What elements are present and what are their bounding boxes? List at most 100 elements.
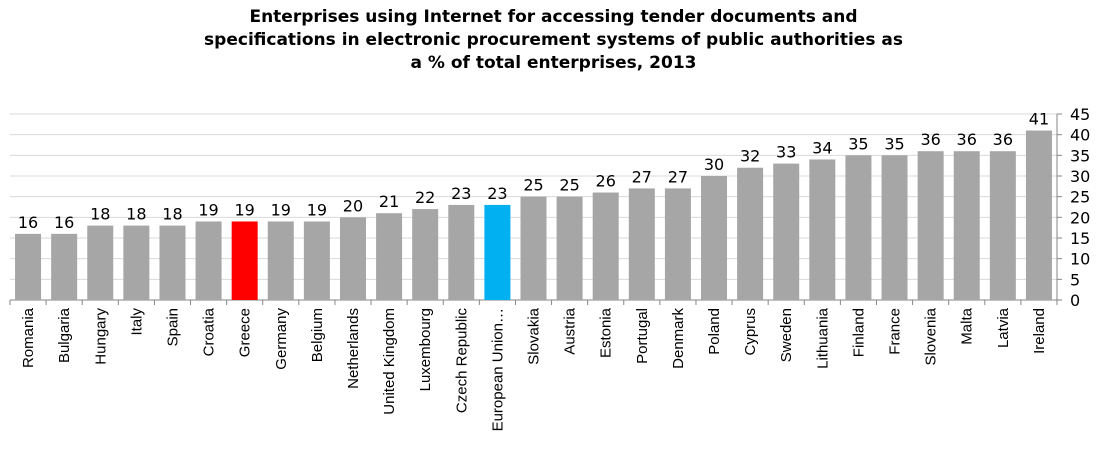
x-tick-label: Slovenia — [923, 307, 940, 365]
y-tick-label: 0 — [1070, 291, 1080, 310]
bar — [267, 221, 294, 300]
x-tick-label: Sweden — [778, 308, 795, 362]
bar — [195, 221, 222, 300]
bar — [989, 151, 1016, 300]
x-tick-label: France — [887, 308, 904, 355]
data-label: 27 — [632, 167, 652, 186]
bar — [953, 151, 980, 300]
y-tick-label: 5 — [1070, 270, 1080, 289]
chart-title-line-2: specifications in electronic procurement… — [204, 30, 903, 50]
bar — [917, 151, 944, 300]
x-tick-label: Portugal — [634, 308, 651, 364]
x-tick-label: Croatia — [201, 307, 218, 356]
chart-title-line-1: Enterprises using Internet for accessing… — [249, 7, 858, 27]
chart-title-line-3: a % of total enterprises, 2013 — [410, 53, 697, 73]
bar — [520, 196, 547, 300]
data-label: 19 — [198, 200, 218, 219]
data-label: 27 — [668, 167, 688, 186]
bar — [484, 204, 511, 300]
data-label: 35 — [848, 134, 868, 153]
data-label: 20 — [343, 196, 363, 215]
y-tick-label: 10 — [1070, 250, 1090, 269]
x-tick-label: United Kingdom — [381, 308, 398, 415]
bar — [592, 192, 619, 300]
data-label: 35 — [884, 134, 904, 153]
y-tick-label: 20 — [1070, 208, 1090, 227]
data-label: 19 — [234, 200, 254, 219]
bar — [773, 163, 800, 300]
y-tick-label: 40 — [1070, 126, 1090, 145]
bar — [737, 167, 764, 300]
x-tick-label: Lithuania — [814, 307, 831, 369]
bar — [231, 221, 258, 300]
data-label: 19 — [307, 200, 327, 219]
x-tick-label: Ireland — [1031, 308, 1048, 354]
data-label: 18 — [162, 205, 182, 224]
data-label: 18 — [90, 205, 110, 224]
data-label: 34 — [812, 138, 832, 157]
data-label: 16 — [18, 213, 38, 232]
bar — [701, 176, 728, 300]
x-tick-label: Italy — [128, 308, 145, 336]
data-label: 26 — [596, 172, 616, 191]
y-tick-label: 30 — [1070, 167, 1090, 186]
x-tick-label: Hungary — [92, 308, 109, 365]
bar — [1025, 130, 1052, 300]
data-label: 41 — [1029, 110, 1049, 129]
bar — [339, 217, 366, 300]
bar — [15, 233, 42, 300]
bar — [303, 221, 330, 300]
x-tick-label: Luxembourg — [417, 308, 434, 391]
bar — [51, 233, 78, 300]
x-tick-label: Germany — [273, 308, 290, 370]
data-label: 25 — [559, 176, 579, 195]
x-tick-label: Bulgaria — [56, 307, 73, 363]
y-tick-label: 45 — [1070, 105, 1090, 124]
x-tick-label: Spain — [164, 308, 181, 346]
data-label: 33 — [776, 143, 796, 162]
x-tick-label: Latvia — [995, 307, 1012, 348]
bar — [664, 188, 691, 300]
x-tick-label: Finland — [850, 308, 867, 357]
data-label: 18 — [126, 205, 146, 224]
data-label: 23 — [451, 184, 471, 203]
data-label: 32 — [740, 147, 760, 166]
data-label: 22 — [415, 188, 435, 207]
data-label: 36 — [920, 130, 940, 149]
data-label: 21 — [379, 192, 399, 211]
bar — [809, 159, 836, 300]
chart-title: Enterprises using Internet for accessing… — [0, 6, 1107, 75]
x-tick-label: Slovakia — [526, 307, 543, 364]
bar — [87, 225, 114, 300]
bar — [159, 225, 186, 300]
data-label: 16 — [54, 213, 74, 232]
data-label: 30 — [704, 155, 724, 174]
x-tick-label: Greece — [237, 308, 254, 357]
x-tick-label: Austria — [562, 307, 579, 354]
x-tick-label: Estonia — [598, 307, 615, 358]
bar — [448, 204, 475, 300]
data-label: 25 — [523, 176, 543, 195]
bar — [412, 209, 439, 300]
bar — [376, 213, 403, 300]
bar — [556, 196, 583, 300]
x-tick-label: Cyprus — [742, 308, 759, 356]
data-label: 36 — [957, 130, 977, 149]
x-tick-label: Czech Republic — [453, 308, 470, 414]
x-tick-label: Denmark — [670, 308, 687, 369]
bar — [628, 188, 655, 300]
data-label: 23 — [487, 184, 507, 203]
x-tick-label: Netherlands — [345, 308, 362, 389]
x-tick-label: Romania — [20, 307, 37, 368]
data-label: 36 — [993, 130, 1013, 149]
x-tick-label: Poland — [706, 308, 723, 355]
bar — [123, 225, 150, 300]
x-tick-label: Malta — [959, 307, 976, 344]
bar — [881, 155, 908, 300]
x-tick-label: Belgium — [309, 308, 326, 362]
y-tick-label: 15 — [1070, 229, 1090, 248]
y-tick-label: 35 — [1070, 146, 1090, 165]
y-tick-label: 25 — [1070, 188, 1090, 207]
data-label: 19 — [271, 200, 291, 219]
